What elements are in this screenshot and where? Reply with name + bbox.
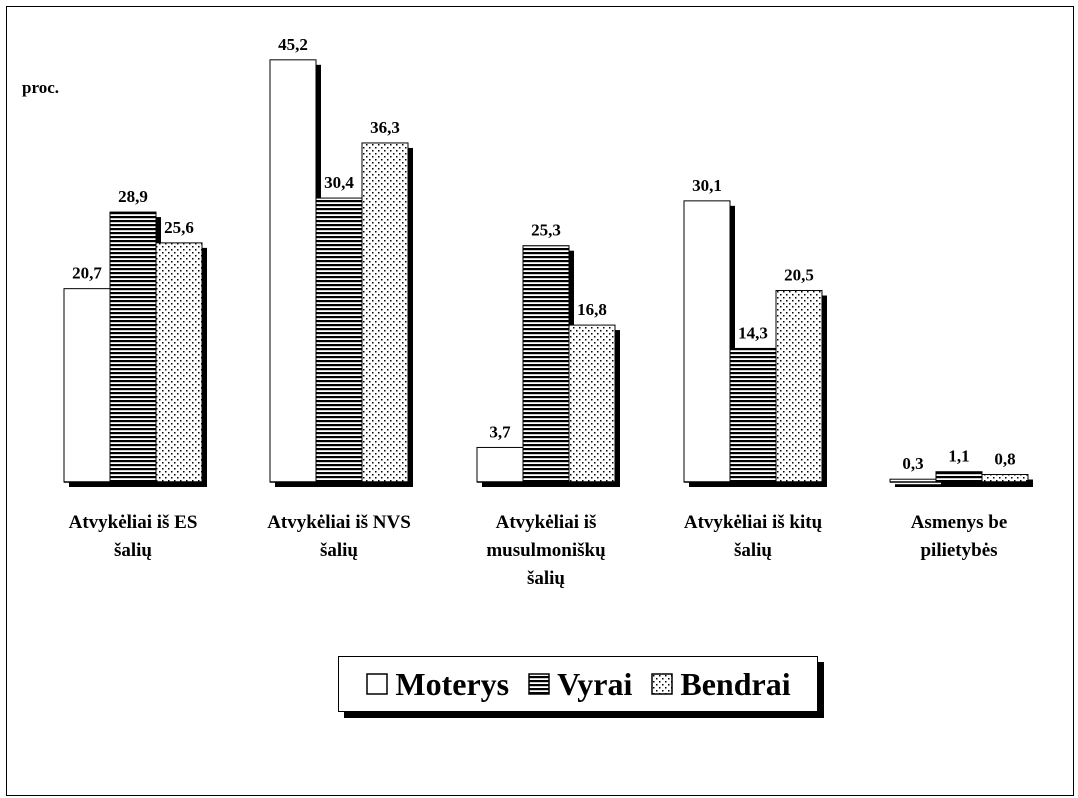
- bar-vyrai-4: [935, 471, 983, 483]
- legend-label-bendrai: Bendrai: [680, 665, 791, 702]
- category-label-1-line-0: Atvykėliai iš NVS: [267, 512, 411, 533]
- category-label-2-line-0: Atvykėliai iš: [496, 512, 597, 533]
- bar-vyrai-3: [729, 347, 777, 483]
- y-axis-label: proc.: [22, 78, 59, 97]
- bar-moterys-3: [683, 200, 731, 483]
- value-label-bendrai-1: 36,3: [370, 118, 400, 137]
- bar-bendrai-2: [568, 324, 616, 483]
- category-label-2-line-2: šalių: [527, 568, 565, 589]
- legend-swatch-dots: [650, 672, 674, 696]
- legend-item-moterys: Moterys: [365, 666, 509, 703]
- bar-moterys-2: [476, 446, 524, 483]
- legend-item-bendrai: Bendrai: [650, 665, 791, 703]
- legend-label-moterys: Moterys: [395, 665, 510, 702]
- value-label-moterys-2: 3,7: [489, 422, 511, 441]
- bar-moterys-1: [269, 59, 317, 483]
- bar-shadow-moterys-4: [895, 484, 941, 487]
- value-label-vyrai-3: 14,3: [738, 323, 768, 342]
- bars-layer: [63, 59, 1033, 487]
- bar-bendrai-3: [775, 290, 823, 483]
- value-label-bendrai-4: 0,8: [994, 450, 1015, 469]
- category-label-0-line-0: Atvykėliai iš ES: [69, 512, 198, 533]
- value-label-vyrai-2: 25,3: [531, 221, 561, 240]
- bar-vyrai-1: [315, 197, 363, 483]
- bar-bendrai-1: [361, 142, 409, 483]
- category-label-1-line-1: šalių: [320, 540, 358, 561]
- value-labels-layer: 20,7 28,9 25,6 45,2 30,4 36,3 3,7 25,3 16,8 30,1 1…: [72, 35, 1016, 473]
- category-label-2-line-1: musulmoniškų: [486, 540, 606, 561]
- value-label-bendrai-3: 20,5: [784, 266, 814, 285]
- legend-swatch-stripes: [527, 672, 551, 696]
- category-label-3-line-0: Atvykėliai iš kitų: [684, 512, 823, 533]
- chart-frame: [6, 6, 1074, 796]
- legend: Moterys Vyrai Bendrai: [338, 656, 818, 712]
- category-label-3-line-1: šalių: [734, 540, 772, 561]
- category-label-4-line-1: pilietybės: [920, 540, 997, 561]
- bar-vyrai-2: [522, 245, 570, 483]
- category-label-4-line-0: Asmenys be: [911, 512, 1008, 533]
- bar-bendrai-4: [981, 474, 1029, 483]
- legend-label-vyrai: Vyrai: [557, 665, 633, 702]
- legend-item-vyrai: Vyrai: [527, 666, 632, 703]
- bar-vyrai-0: [109, 211, 157, 483]
- value-label-vyrai-0: 28,9: [118, 187, 148, 206]
- category-label-0-line-1: šalių: [114, 540, 152, 561]
- legend-swatch-plain: [365, 672, 389, 696]
- value-label-bendrai-0: 25,6: [164, 218, 194, 237]
- value-label-moterys-1: 45,2: [278, 35, 308, 54]
- value-label-vyrai-4: 1,1: [948, 447, 969, 466]
- value-label-bendrai-2: 16,8: [577, 300, 607, 319]
- bar-moterys-0: [63, 288, 111, 483]
- value-label-moterys-4: 0,3: [902, 454, 923, 473]
- value-label-moterys-3: 30,1: [692, 176, 722, 195]
- value-label-moterys-0: 20,7: [72, 264, 102, 283]
- value-label-vyrai-1: 30,4: [324, 173, 354, 192]
- bar-bendrai-0: [155, 242, 203, 483]
- category-labels-layer: Atvykėliai iš ES šalių Atvykėliai iš NVS ša…: [69, 512, 1008, 589]
- bar-shadow-bendrai-4: [987, 479, 1033, 487]
